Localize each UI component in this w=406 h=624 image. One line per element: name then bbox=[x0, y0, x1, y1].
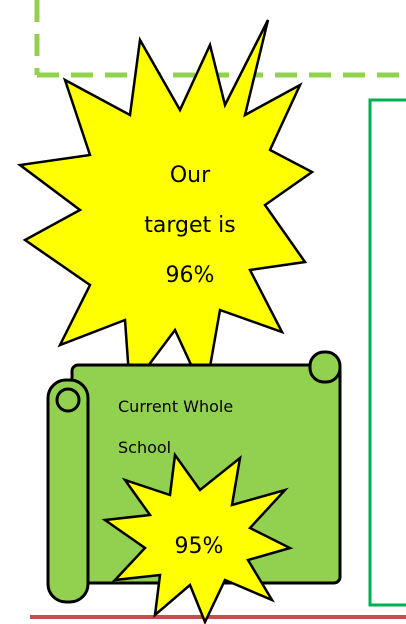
canvas: Our target is 96% Current Whole School 9… bbox=[0, 0, 406, 624]
scroll-curl bbox=[57, 389, 79, 411]
scroll-text: Current Whole bbox=[118, 397, 233, 416]
star-text: target is bbox=[144, 213, 235, 238]
page: Our target is 96% Current Whole School 9… bbox=[0, 0, 406, 624]
scroll-text: School bbox=[118, 438, 171, 457]
star-text: Our bbox=[170, 163, 211, 188]
green-box bbox=[370, 100, 406, 605]
star-text: 96% bbox=[166, 263, 215, 288]
scroll-roll bbox=[310, 352, 340, 382]
scroll-roll bbox=[48, 380, 88, 602]
starburst bbox=[20, 20, 312, 395]
badge-text: 95% bbox=[175, 534, 224, 559]
